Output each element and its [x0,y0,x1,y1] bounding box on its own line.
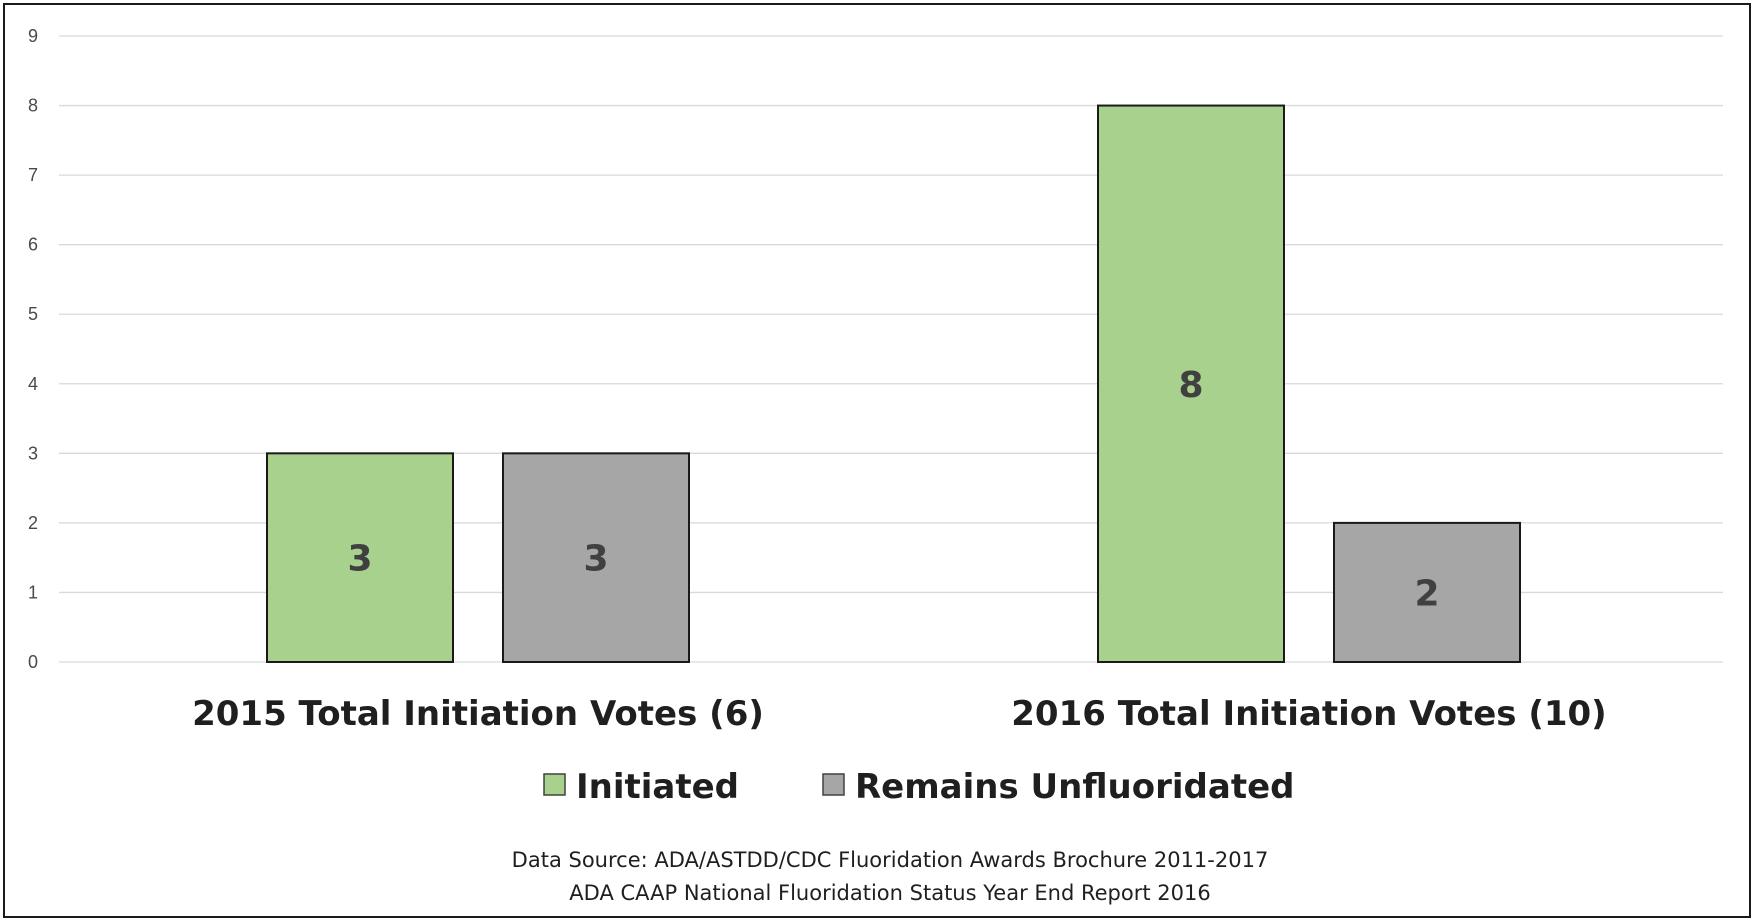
data-label: 3 [347,539,372,580]
y-tick-label: 4 [28,374,38,394]
bar [1097,104,1285,664]
y-tick-label: 5 [28,304,38,324]
y-axis-ticks: 0 1 2 3 4 5 6 7 8 9 [28,26,38,672]
data-source-line: ADA CAAP National Fluoridation Status Ye… [569,881,1210,905]
data-label: 2 [1414,573,1439,614]
legend-swatch [822,773,845,796]
y-tick-label: 9 [28,26,38,46]
data-label: 3 [583,539,608,580]
data-source-line: Data Source: ADA/ASTDD/CDC Fluoridation … [512,848,1269,872]
legend: Initiated Remains Unfluoridated [543,767,1294,807]
data-source: Data Source: ADA/ASTDD/CDC Fluoridation … [512,848,1269,905]
bars [266,104,1521,664]
data-label: 8 [1178,365,1203,406]
bar [266,452,454,664]
data-labels: 3 3 8 2 [347,365,1439,615]
category-labels: 2015 Total Initiation Votes (6) 2016 Tota… [192,694,1607,734]
bar-chart: 0 1 2 3 4 5 6 7 8 9 3 3 8 2 2015 Total Initiation Vo… [28,26,1723,905]
bar [502,452,690,664]
bar [1333,521,1521,664]
legend-label: Remains Unfluoridated [855,767,1294,807]
category-label: 2016 Total Initiation Votes (10) [1011,694,1606,734]
legend-label: Initiated [576,767,739,807]
y-tick-label: 3 [28,443,38,463]
legend-swatch [543,773,566,796]
y-tick-label: 1 [28,582,38,602]
y-tick-label: 2 [28,513,38,533]
category-label: 2015 Total Initiation Votes (6) [192,694,764,734]
y-tick-label: 7 [28,165,38,185]
y-tick-label: 8 [28,96,38,116]
y-tick-label: 6 [28,235,38,255]
y-tick-label: 0 [28,652,38,672]
chart-frame: 0 1 2 3 4 5 6 7 8 9 3 3 8 2 2015 Total Initiation Vo… [3,3,1751,918]
